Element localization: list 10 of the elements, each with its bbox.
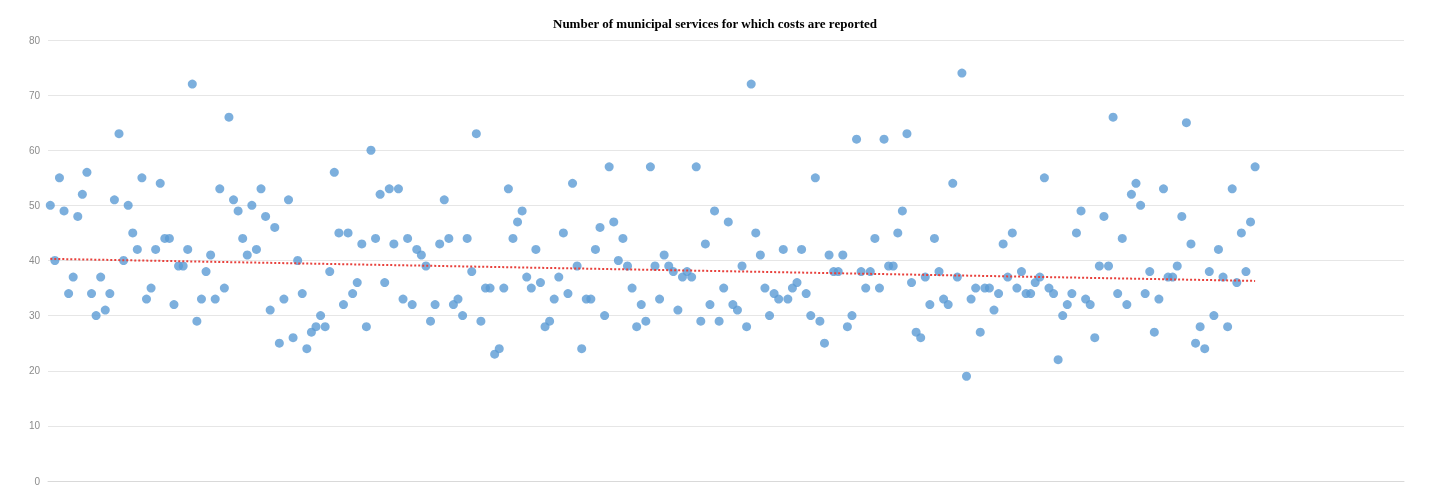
y-tick-label: 70 (28, 89, 41, 101)
y-tick-label: 0 (34, 475, 41, 487)
y-tick-label: 10 (28, 420, 41, 432)
y-tick-label: 50 (28, 199, 41, 211)
y-tick-label: 30 (28, 310, 41, 322)
y-tick-label: 80 (28, 34, 41, 46)
y-tick-label: 40 (28, 255, 41, 266)
chart-title: Number of municipal services for which costs are reported (553, 16, 878, 31)
y-tick-label: 20 (28, 365, 41, 377)
y-tick-label: 60 (28, 144, 41, 156)
